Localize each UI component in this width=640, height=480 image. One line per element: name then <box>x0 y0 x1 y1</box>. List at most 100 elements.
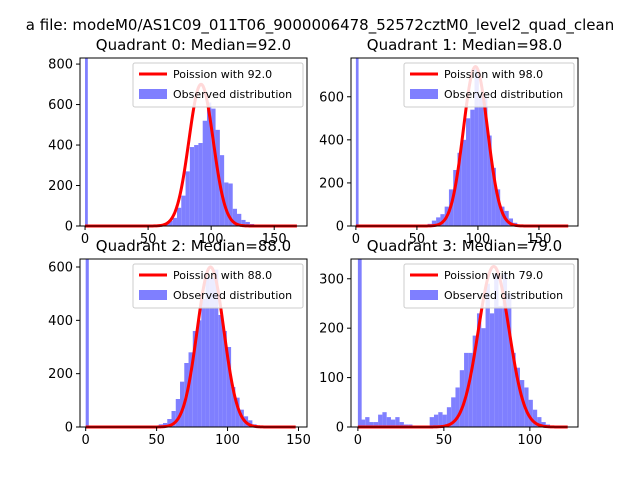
hist-bar <box>194 145 199 226</box>
y-tick-label: 600 <box>319 90 344 105</box>
hist-bar <box>495 189 501 226</box>
hist-bar <box>541 422 546 427</box>
subplot-1: 0 50 100 150 0 200 400 600 Quadrant 1: Median=98… <box>319 36 579 247</box>
hist-bar <box>202 120 207 226</box>
hist-bar <box>468 352 473 427</box>
hist-bar <box>360 419 366 427</box>
hist-bar <box>205 277 210 427</box>
y-tick-label: 200 <box>48 179 73 194</box>
hist-bar <box>167 419 172 427</box>
axes-frame <box>350 57 579 227</box>
hist-bar <box>481 328 486 427</box>
hist-bar <box>185 171 190 226</box>
hist-bar <box>201 299 206 427</box>
hist-bar <box>507 293 512 427</box>
legend-label-poisson: Poission with 92.0 <box>173 68 272 81</box>
hist-bar <box>181 195 186 226</box>
legend-box <box>403 263 575 309</box>
hist-bar <box>442 414 447 427</box>
legend-label-observed: Observed distribution <box>173 88 292 101</box>
histogram-3 <box>357 259 551 427</box>
y-tick-label: 0 <box>336 421 344 436</box>
x-tick-label: 100 <box>215 433 240 448</box>
legend-box <box>132 62 304 108</box>
y-tick-label: 600 <box>48 261 73 276</box>
x-tick-label: 0 <box>354 433 362 448</box>
hist-bar <box>487 135 492 226</box>
hist-bar <box>399 422 404 427</box>
y-tick-label: 0 <box>336 220 344 235</box>
hist-bar <box>85 58 88 226</box>
hist-bar <box>457 152 462 226</box>
hist-bar <box>472 335 477 427</box>
hist-bar <box>431 220 437 226</box>
hist-bar <box>515 367 520 427</box>
x-tick-label: 50 <box>148 433 165 448</box>
hist-bar <box>436 217 441 226</box>
hist-bar <box>235 397 240 427</box>
y-tick-label: 200 <box>319 176 344 191</box>
legend-patch-swatch <box>410 290 438 300</box>
hist-bar <box>231 387 236 427</box>
hist-bar <box>489 313 495 427</box>
legend: Poission with 88.0 Observed distribution <box>132 263 304 309</box>
axes-frame <box>79 57 308 227</box>
hist-bar <box>176 207 182 226</box>
hist-bar <box>171 411 176 427</box>
hist-bar <box>537 417 542 427</box>
y-tick-label: 200 <box>48 367 73 382</box>
hist-bar <box>188 352 193 427</box>
hist-bar <box>455 387 460 427</box>
x-tick-label: 100 <box>466 232 491 247</box>
hist-bar <box>198 143 203 226</box>
hist-bar <box>528 399 533 427</box>
y-tick-label: 200 <box>319 322 344 337</box>
hist-bar <box>429 417 434 427</box>
y-tick-label: 400 <box>48 314 73 329</box>
y-tick-label: 600 <box>48 98 73 113</box>
hist-bar <box>378 414 383 427</box>
axes-frame <box>79 258 308 428</box>
hist-bar <box>511 352 516 427</box>
legend-patch-swatch <box>139 89 167 99</box>
y-tick-label: 400 <box>319 133 344 148</box>
hist-bar <box>474 68 479 227</box>
hist-bar <box>369 422 374 427</box>
hist-bar <box>470 109 475 226</box>
hist-bar <box>382 412 387 427</box>
hist-bar <box>226 347 232 427</box>
hist-bar <box>241 219 246 226</box>
hist-bar <box>228 183 233 226</box>
hist-bar <box>189 147 195 226</box>
legend: Poission with 92.0 Observed distribution <box>132 62 304 108</box>
hist-bar <box>532 409 538 427</box>
legend-label-poisson: Poission with 79.0 <box>444 269 543 282</box>
hist-bar <box>494 273 499 427</box>
hist-bar <box>85 259 89 427</box>
hist-bar <box>237 213 242 226</box>
legend-label-observed: Observed distribution <box>173 289 292 302</box>
hist-bar <box>433 414 439 427</box>
histogram-2 <box>85 259 261 427</box>
hist-bar <box>500 206 505 226</box>
hist-bar <box>172 217 177 226</box>
hist-bar <box>502 273 508 427</box>
hist-bar <box>209 277 215 427</box>
subplot-2: 0 50 100 150 0 200 400 600 Quadrant 2: Median=88… <box>48 237 311 448</box>
y-tick-label: 0 <box>65 421 73 436</box>
hist-bar <box>451 397 456 427</box>
axes-frame <box>350 258 579 428</box>
subplot-title: Quadrant 1: Median=98.0 <box>367 36 562 54</box>
x-tick-label: 0 <box>81 232 89 247</box>
legend-label-poisson: Poission with 88.0 <box>173 269 272 282</box>
hist-bar <box>245 221 250 226</box>
hist-bar <box>222 331 227 427</box>
hist-bar <box>395 417 400 427</box>
y-tick-label: 100 <box>319 371 344 386</box>
legend-box <box>132 263 304 309</box>
hist-bar <box>438 412 443 427</box>
x-tick-label: 50 <box>409 232 426 247</box>
hist-bar <box>180 381 185 427</box>
hist-bar <box>461 139 467 226</box>
figure-suptitle: a file: modeM0/AS1C09_011T06_9000006478_… <box>26 16 614 35</box>
